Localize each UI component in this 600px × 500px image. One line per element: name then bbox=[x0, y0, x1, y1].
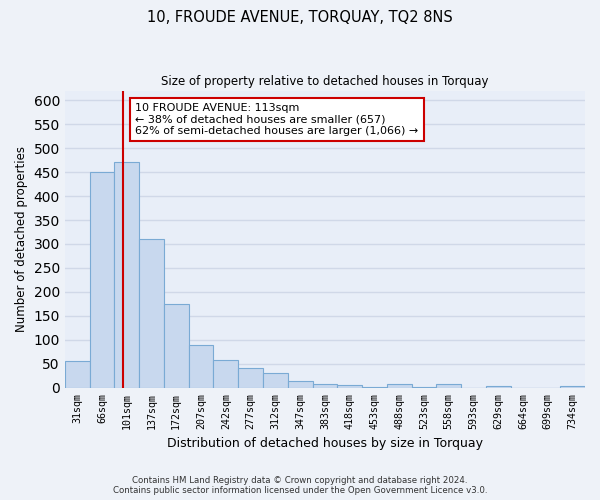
Bar bbox=[313, 384, 337, 388]
Bar bbox=[288, 380, 313, 388]
Text: 10, FROUDE AVENUE, TORQUAY, TQ2 8NS: 10, FROUDE AVENUE, TORQUAY, TQ2 8NS bbox=[147, 10, 453, 25]
Text: Contains HM Land Registry data © Crown copyright and database right 2024.
Contai: Contains HM Land Registry data © Crown c… bbox=[113, 476, 487, 495]
X-axis label: Distribution of detached houses by size in Torquay: Distribution of detached houses by size … bbox=[167, 437, 483, 450]
Bar bbox=[337, 385, 362, 388]
Bar bbox=[486, 386, 511, 388]
Y-axis label: Number of detached properties: Number of detached properties bbox=[15, 146, 28, 332]
Bar bbox=[238, 368, 263, 388]
Bar bbox=[214, 360, 238, 388]
Bar bbox=[188, 344, 214, 388]
Title: Size of property relative to detached houses in Torquay: Size of property relative to detached ho… bbox=[161, 75, 488, 88]
Bar bbox=[263, 373, 288, 388]
Bar bbox=[560, 386, 585, 388]
Bar bbox=[139, 239, 164, 388]
Bar bbox=[164, 304, 188, 388]
Bar bbox=[65, 362, 89, 388]
Text: 10 FROUDE AVENUE: 113sqm
← 38% of detached houses are smaller (657)
62% of semi-: 10 FROUDE AVENUE: 113sqm ← 38% of detach… bbox=[136, 102, 419, 136]
Bar bbox=[115, 162, 139, 388]
Bar bbox=[387, 384, 412, 388]
Bar bbox=[89, 172, 115, 388]
Bar bbox=[436, 384, 461, 388]
